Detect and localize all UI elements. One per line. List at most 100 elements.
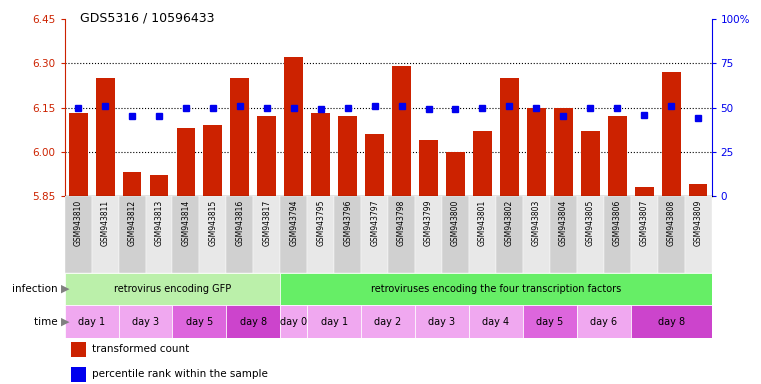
Bar	[311, 113, 330, 196]
Bar	[631, 305, 712, 338]
Bar	[119, 305, 173, 338]
Text: GSM943804: GSM943804	[559, 200, 568, 246]
Bar	[473, 131, 492, 196]
Bar	[91, 196, 119, 273]
Bar	[280, 305, 307, 338]
Bar	[68, 113, 88, 196]
Bar	[527, 108, 546, 196]
Bar	[415, 196, 442, 273]
Text: GSM943808: GSM943808	[667, 200, 676, 246]
Text: day 5: day 5	[537, 316, 563, 327]
Text: GSM943803: GSM943803	[532, 200, 541, 246]
Bar	[231, 78, 250, 196]
Bar	[227, 196, 253, 273]
Text: retrovirus encoding GFP: retrovirus encoding GFP	[114, 284, 231, 294]
Text: GSM943807: GSM943807	[640, 200, 648, 246]
Text: GSM943809: GSM943809	[693, 200, 702, 246]
Bar	[365, 134, 384, 196]
Bar	[361, 305, 415, 338]
Text: GSM943805: GSM943805	[586, 200, 595, 246]
Text: ▶: ▶	[61, 284, 69, 294]
Bar	[65, 305, 119, 338]
Text: GSM943802: GSM943802	[505, 200, 514, 246]
Bar	[392, 66, 411, 196]
Bar	[285, 58, 303, 196]
Bar	[145, 196, 173, 273]
Bar	[550, 196, 577, 273]
Bar	[388, 196, 415, 273]
Text: GSM943797: GSM943797	[370, 200, 379, 246]
Text: day 1: day 1	[78, 316, 105, 327]
Text: day 4: day 4	[482, 316, 509, 327]
Bar	[96, 78, 115, 196]
Text: GSM943813: GSM943813	[154, 200, 164, 246]
Text: GSM943795: GSM943795	[317, 200, 325, 246]
Bar	[338, 116, 357, 196]
Text: GSM943801: GSM943801	[478, 200, 487, 246]
Bar	[523, 305, 577, 338]
Text: GSM943806: GSM943806	[613, 200, 622, 246]
Text: day 3: day 3	[428, 316, 456, 327]
Text: GSM943811: GSM943811	[100, 200, 110, 246]
Bar	[361, 196, 388, 273]
Text: day 3: day 3	[132, 316, 159, 327]
Bar	[280, 196, 307, 273]
Bar	[419, 140, 438, 196]
Text: day 2: day 2	[374, 316, 402, 327]
Bar	[689, 184, 708, 196]
Bar	[469, 196, 496, 273]
Text: GSM943816: GSM943816	[235, 200, 244, 246]
Bar	[631, 196, 658, 273]
Bar	[496, 196, 523, 273]
Bar	[658, 196, 685, 273]
Bar	[307, 305, 361, 338]
Text: GSM943815: GSM943815	[209, 200, 218, 246]
Bar	[334, 196, 361, 273]
Bar	[173, 196, 199, 273]
Bar	[685, 196, 712, 273]
Bar	[577, 196, 603, 273]
Bar	[65, 273, 280, 305]
Text: GDS5316 / 10596433: GDS5316 / 10596433	[80, 12, 215, 25]
Bar	[500, 78, 519, 196]
Bar	[199, 196, 227, 273]
Bar	[65, 196, 91, 273]
Text: GSM943794: GSM943794	[289, 200, 298, 246]
Text: GSM943800: GSM943800	[451, 200, 460, 246]
Bar	[72, 367, 86, 382]
Bar	[177, 128, 196, 196]
Bar	[442, 196, 469, 273]
Text: day 1: day 1	[320, 316, 348, 327]
Bar	[227, 305, 280, 338]
Bar	[581, 131, 600, 196]
Text: retroviruses encoding the four transcription factors: retroviruses encoding the four transcrip…	[371, 284, 621, 294]
Text: day 0: day 0	[280, 316, 307, 327]
Bar	[203, 125, 222, 196]
Text: time: time	[34, 316, 61, 327]
Text: ▶: ▶	[61, 316, 69, 327]
Text: GSM943817: GSM943817	[263, 200, 272, 246]
Text: day 8: day 8	[240, 316, 267, 327]
Text: GSM943799: GSM943799	[424, 200, 433, 246]
Bar	[257, 116, 276, 196]
Bar	[554, 108, 573, 196]
Bar	[119, 196, 145, 273]
Bar	[173, 305, 227, 338]
Text: GSM943798: GSM943798	[397, 200, 406, 246]
Bar	[446, 152, 465, 196]
Text: percentile rank within the sample: percentile rank within the sample	[92, 369, 268, 379]
Bar	[280, 273, 712, 305]
Bar	[123, 172, 142, 196]
Bar	[608, 116, 626, 196]
Bar	[635, 187, 654, 196]
Text: infection: infection	[12, 284, 61, 294]
Bar	[150, 175, 168, 196]
Bar	[72, 342, 86, 357]
Bar	[577, 305, 631, 338]
Text: transformed count: transformed count	[92, 344, 189, 354]
Bar	[307, 196, 334, 273]
Text: GSM943814: GSM943814	[181, 200, 190, 246]
Text: GSM943812: GSM943812	[128, 200, 136, 246]
Bar	[523, 196, 550, 273]
Bar	[661, 72, 680, 196]
